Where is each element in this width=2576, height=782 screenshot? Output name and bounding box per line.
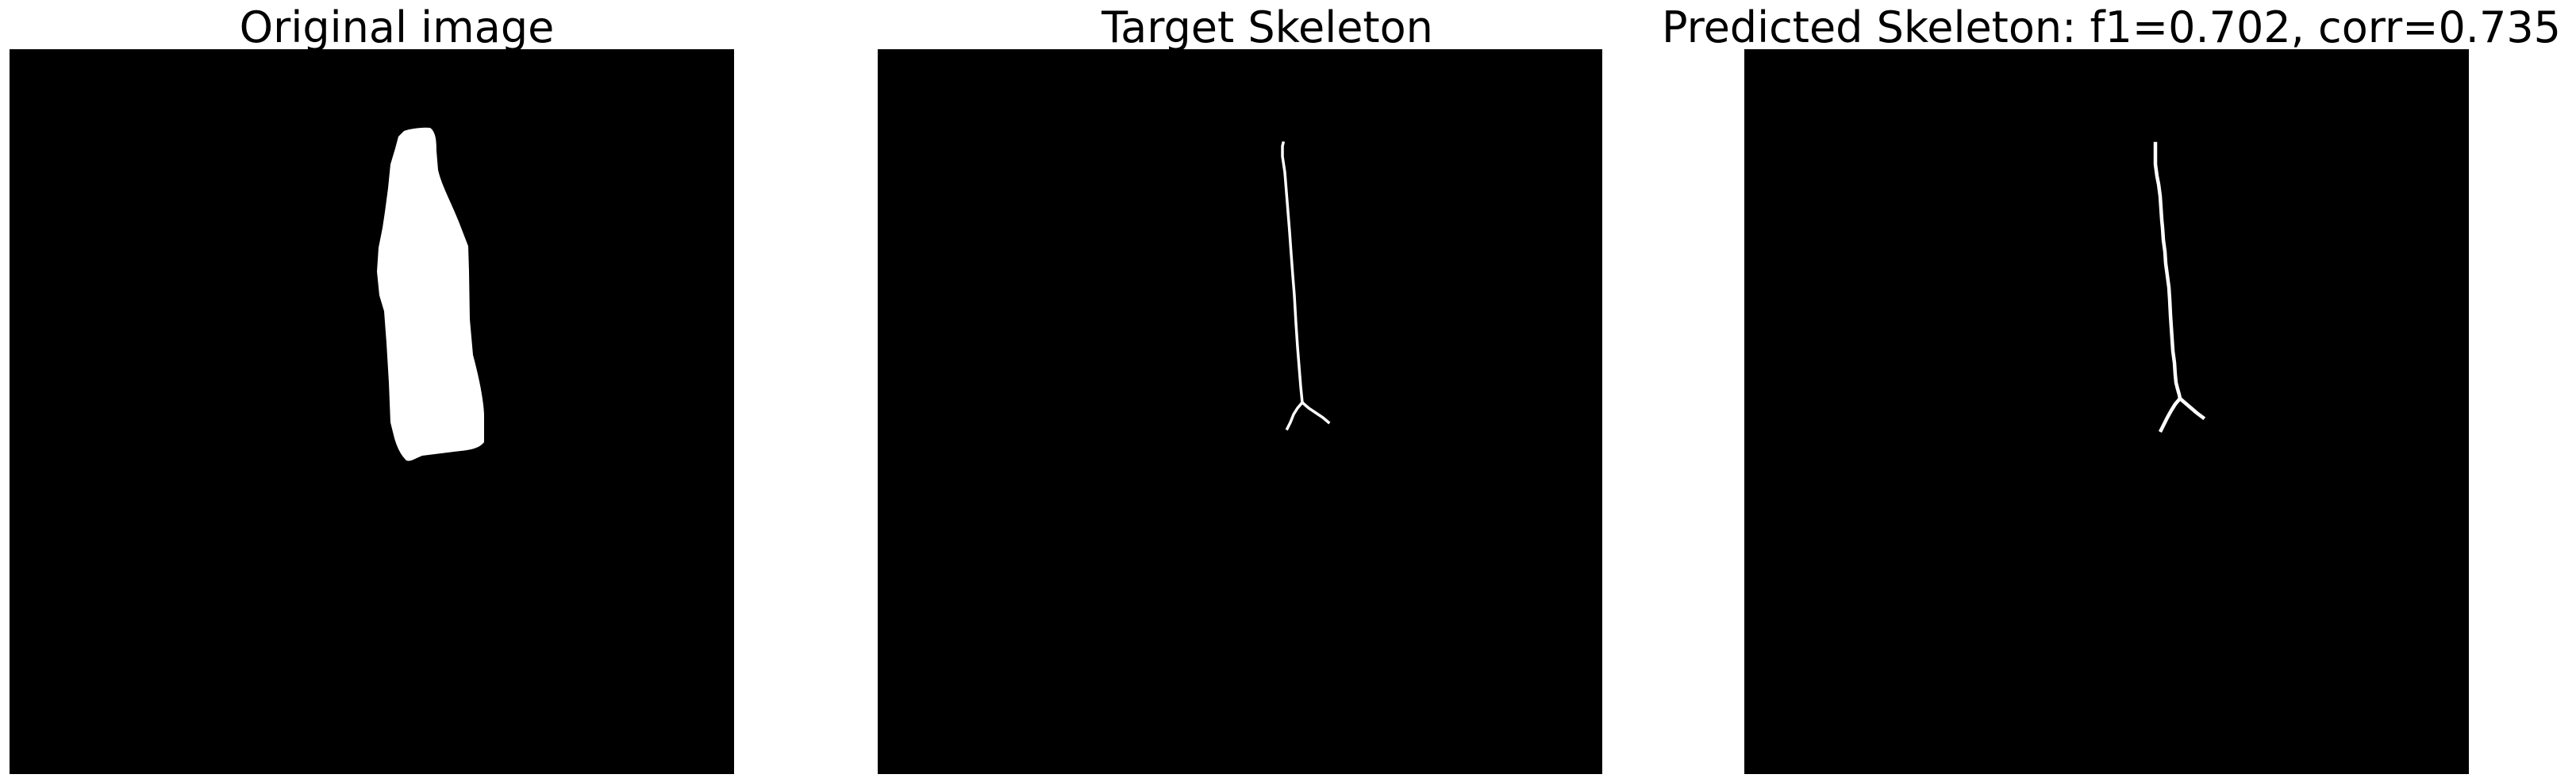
target-skeleton-left-branch: [1285, 400, 1305, 431]
original-mask-image: [10, 49, 734, 774]
panel-title: Target Skeleton: [1102, 2, 1433, 52]
predicted-skeleton-spine: [2153, 141, 2182, 401]
target-skeleton-right-branch: [1300, 400, 1331, 425]
bottle-shape: [377, 127, 484, 461]
target-skeleton-lines: [1281, 141, 1331, 431]
predicted-skeleton-right-branch: [2177, 395, 2206, 421]
panel-target-skeleton: Target Skeleton: [871, 0, 1664, 782]
target-skeleton-spine: [1281, 141, 1304, 404]
predicted-skeleton-lines: [2153, 141, 2206, 433]
predicted-skeleton-left-branch: [2158, 395, 2183, 433]
target-skeleton-image: [878, 49, 1602, 774]
panel-original-image: Original image: [0, 0, 794, 782]
panel-title: Original image: [239, 2, 555, 52]
predicted-skeleton-image: [1744, 49, 2469, 774]
panel-title: Predicted Skeleton: f1=0.702, corr=0.735: [1661, 2, 2562, 52]
panel-predicted-skeleton: Predicted Skeleton: f1=0.702, corr=0.735: [1662, 0, 2561, 782]
